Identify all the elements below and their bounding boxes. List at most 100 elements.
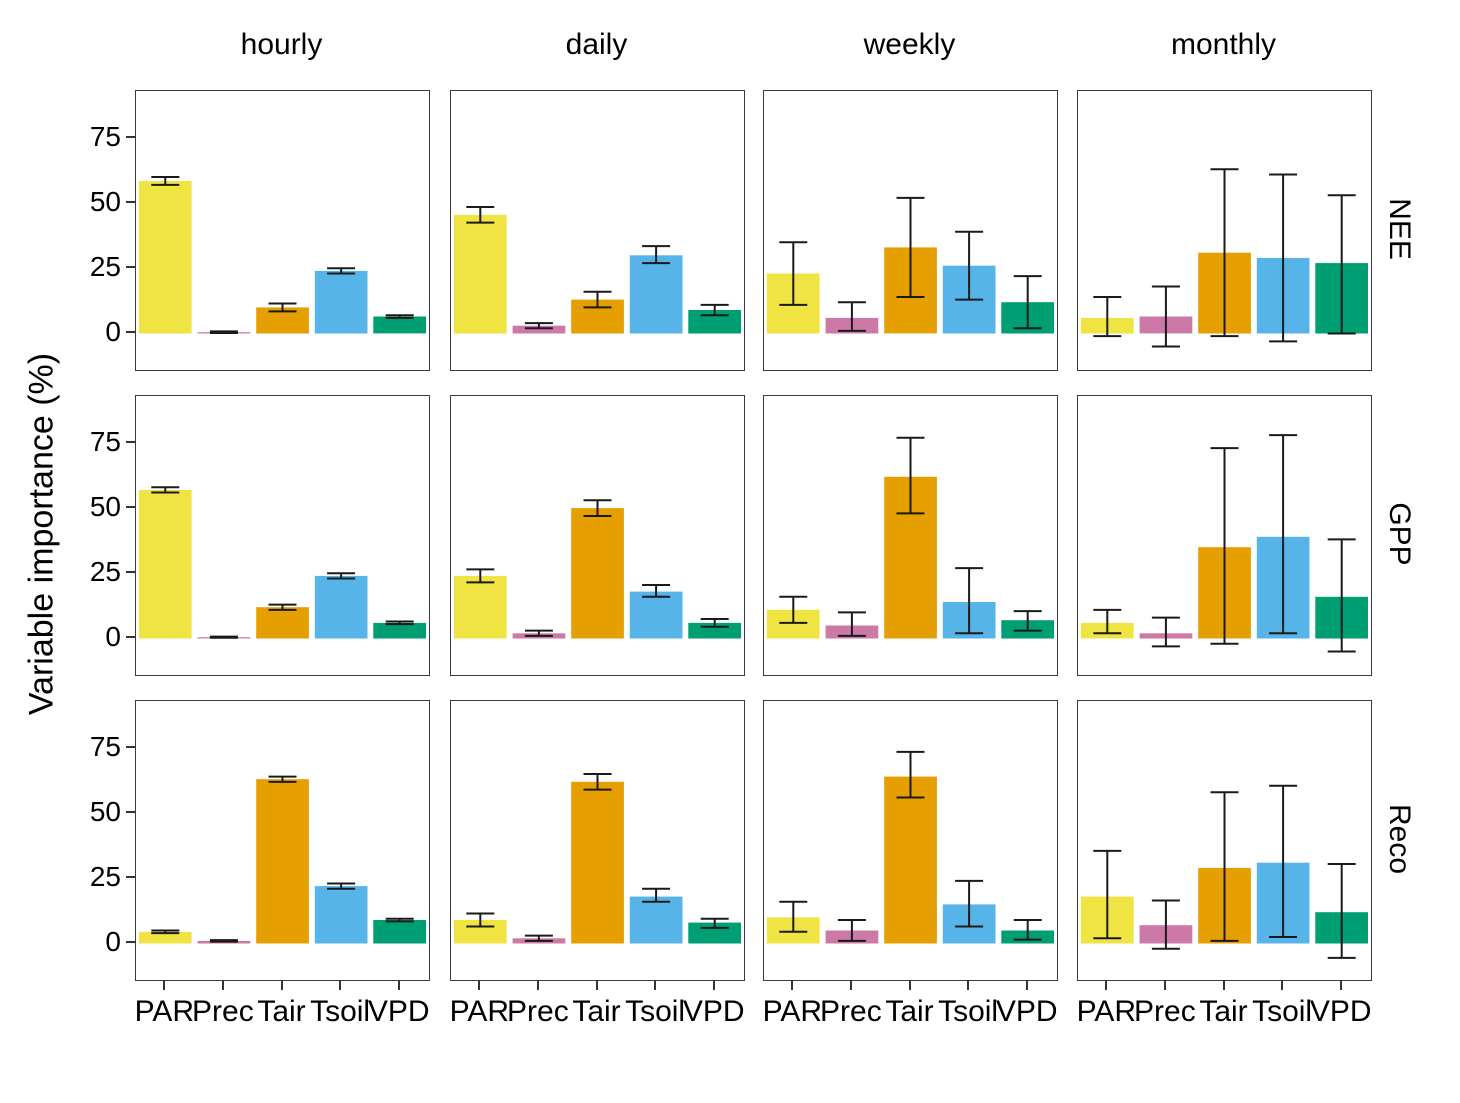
errorbar-Tsoil xyxy=(642,245,671,265)
errorbar-PAR xyxy=(779,900,808,933)
facet-row-strip-nee: NEE xyxy=(1383,198,1416,260)
errorbar-VPD xyxy=(1327,538,1356,653)
errorbar-Prec xyxy=(837,611,866,637)
errorbar-PAR xyxy=(151,176,180,186)
bar-PAR xyxy=(138,931,192,944)
errorbar-Tsoil xyxy=(955,567,984,635)
facet-row-strip-reco: Reco xyxy=(1383,803,1416,875)
errorbar-Tsoil xyxy=(327,267,356,275)
errorbar-Prec xyxy=(209,330,238,334)
y-axis-tick xyxy=(126,636,135,639)
x-axis-tick xyxy=(221,980,224,990)
errorbar-Prec xyxy=(209,939,238,943)
bar-Prec xyxy=(512,325,566,334)
panel-GPP-monthly xyxy=(1077,395,1372,676)
x-axis-tick-label-Tair: Tair xyxy=(257,994,306,1028)
x-axis-tick xyxy=(478,980,481,990)
x-axis-tick xyxy=(791,980,794,990)
facet-column-title-monthly: monthly xyxy=(1170,28,1277,61)
y-axis-tick-label: 25 xyxy=(89,251,121,283)
errorbar-Tsoil xyxy=(955,879,984,928)
bar-Tair xyxy=(256,779,309,944)
x-axis-tick-label-Prec: Prec xyxy=(1134,994,1196,1028)
bar-PAR xyxy=(453,214,507,334)
x-axis-tick xyxy=(163,980,166,990)
y-axis-tick-label: 75 xyxy=(89,120,121,152)
errorbar-Tair xyxy=(268,603,297,611)
x-axis-tick xyxy=(654,980,657,990)
errorbar-Prec xyxy=(1151,616,1180,648)
errorbar-Tair xyxy=(268,775,297,783)
x-axis-tick-label-Tair: Tair xyxy=(1199,994,1248,1028)
bar-PAR xyxy=(138,181,192,334)
x-axis-tick-label-PAR: PAR xyxy=(762,994,823,1028)
errorbar-VPD xyxy=(385,917,414,923)
errorbar-VPD xyxy=(1013,275,1042,330)
errorbar-Tair xyxy=(1210,791,1239,942)
errorbar-PAR xyxy=(1093,608,1122,635)
errorbar-PAR xyxy=(1093,295,1122,338)
y-axis-tick xyxy=(126,266,135,269)
x-axis-tick-label-Tair: Tair xyxy=(572,994,621,1028)
x-axis-tick xyxy=(397,980,400,990)
y-axis-title: Variable importance (%) xyxy=(22,352,61,716)
errorbar-PAR xyxy=(151,929,180,935)
y-axis-tick-label: 50 xyxy=(89,186,121,218)
errorbar-VPD xyxy=(700,917,729,929)
x-axis-tick xyxy=(1163,980,1166,990)
errorbar-Tair xyxy=(268,302,297,313)
x-axis-tick-label-VPD: VPD xyxy=(1309,994,1372,1028)
errorbar-Tsoil xyxy=(642,584,671,598)
errorbar-PAR xyxy=(1093,849,1122,940)
panel-Reco-monthly xyxy=(1077,700,1372,981)
errorbar-Prec xyxy=(837,301,866,332)
y-axis-tick-label: 75 xyxy=(89,425,121,457)
bar-Tsoil xyxy=(314,270,368,334)
panel-NEE-weekly xyxy=(763,90,1058,371)
y-axis-tick-label: 50 xyxy=(89,491,121,523)
x-axis-tick-label-Tsoil: Tsoil xyxy=(625,994,686,1028)
errorbar-PAR xyxy=(466,912,495,928)
errorbar-Prec xyxy=(524,629,553,637)
panel-NEE-daily xyxy=(450,90,745,371)
x-axis-tick xyxy=(536,980,539,990)
errorbar-VPD xyxy=(1327,862,1356,959)
panel-GPP-weekly xyxy=(763,395,1058,676)
errorbar-Tair xyxy=(896,436,925,515)
errorbar-VPD xyxy=(1013,610,1042,632)
errorbar-Prec xyxy=(209,635,238,639)
x-axis-tick xyxy=(849,980,852,990)
errorbar-Tair xyxy=(583,290,612,309)
x-axis-tick-label-PAR: PAR xyxy=(449,994,510,1028)
x-axis-tick xyxy=(1105,980,1108,990)
panel-NEE-hourly xyxy=(135,90,430,371)
y-axis-tick xyxy=(126,135,135,138)
errorbar-Tsoil xyxy=(955,230,984,301)
errorbar-Prec xyxy=(837,919,866,942)
bar-VPD xyxy=(373,920,426,944)
bar-PAR xyxy=(138,489,192,639)
x-axis-tick xyxy=(712,980,715,990)
errorbar-Tsoil xyxy=(1269,173,1298,343)
x-axis-tick-label-VPD: VPD xyxy=(367,994,430,1028)
panel-NEE-monthly xyxy=(1077,90,1372,371)
y-axis-tick xyxy=(126,811,135,814)
bar-Tsoil xyxy=(629,896,683,944)
y-axis-tick xyxy=(126,876,135,879)
y-axis-tick-label: 0 xyxy=(105,926,121,958)
y-axis-tick xyxy=(126,506,135,509)
x-axis-tick-label-PAR: PAR xyxy=(134,994,195,1028)
panel-GPP-daily xyxy=(450,395,745,676)
x-axis-tick-label-Tsoil: Tsoil xyxy=(310,994,371,1028)
y-axis-tick xyxy=(126,745,135,748)
panel-Reco-hourly xyxy=(135,700,430,981)
x-axis-tick-label-PAR: PAR xyxy=(1076,994,1137,1028)
errorbar-Tsoil xyxy=(1269,434,1298,635)
panel-GPP-hourly xyxy=(135,395,430,676)
errorbar-Prec xyxy=(524,934,553,942)
x-axis-tick-label-VPD: VPD xyxy=(682,994,745,1028)
errorbar-PAR xyxy=(466,568,495,584)
errorbar-Tair xyxy=(1210,447,1239,645)
x-axis-tick xyxy=(1281,980,1284,990)
x-axis-tick xyxy=(1222,980,1225,990)
